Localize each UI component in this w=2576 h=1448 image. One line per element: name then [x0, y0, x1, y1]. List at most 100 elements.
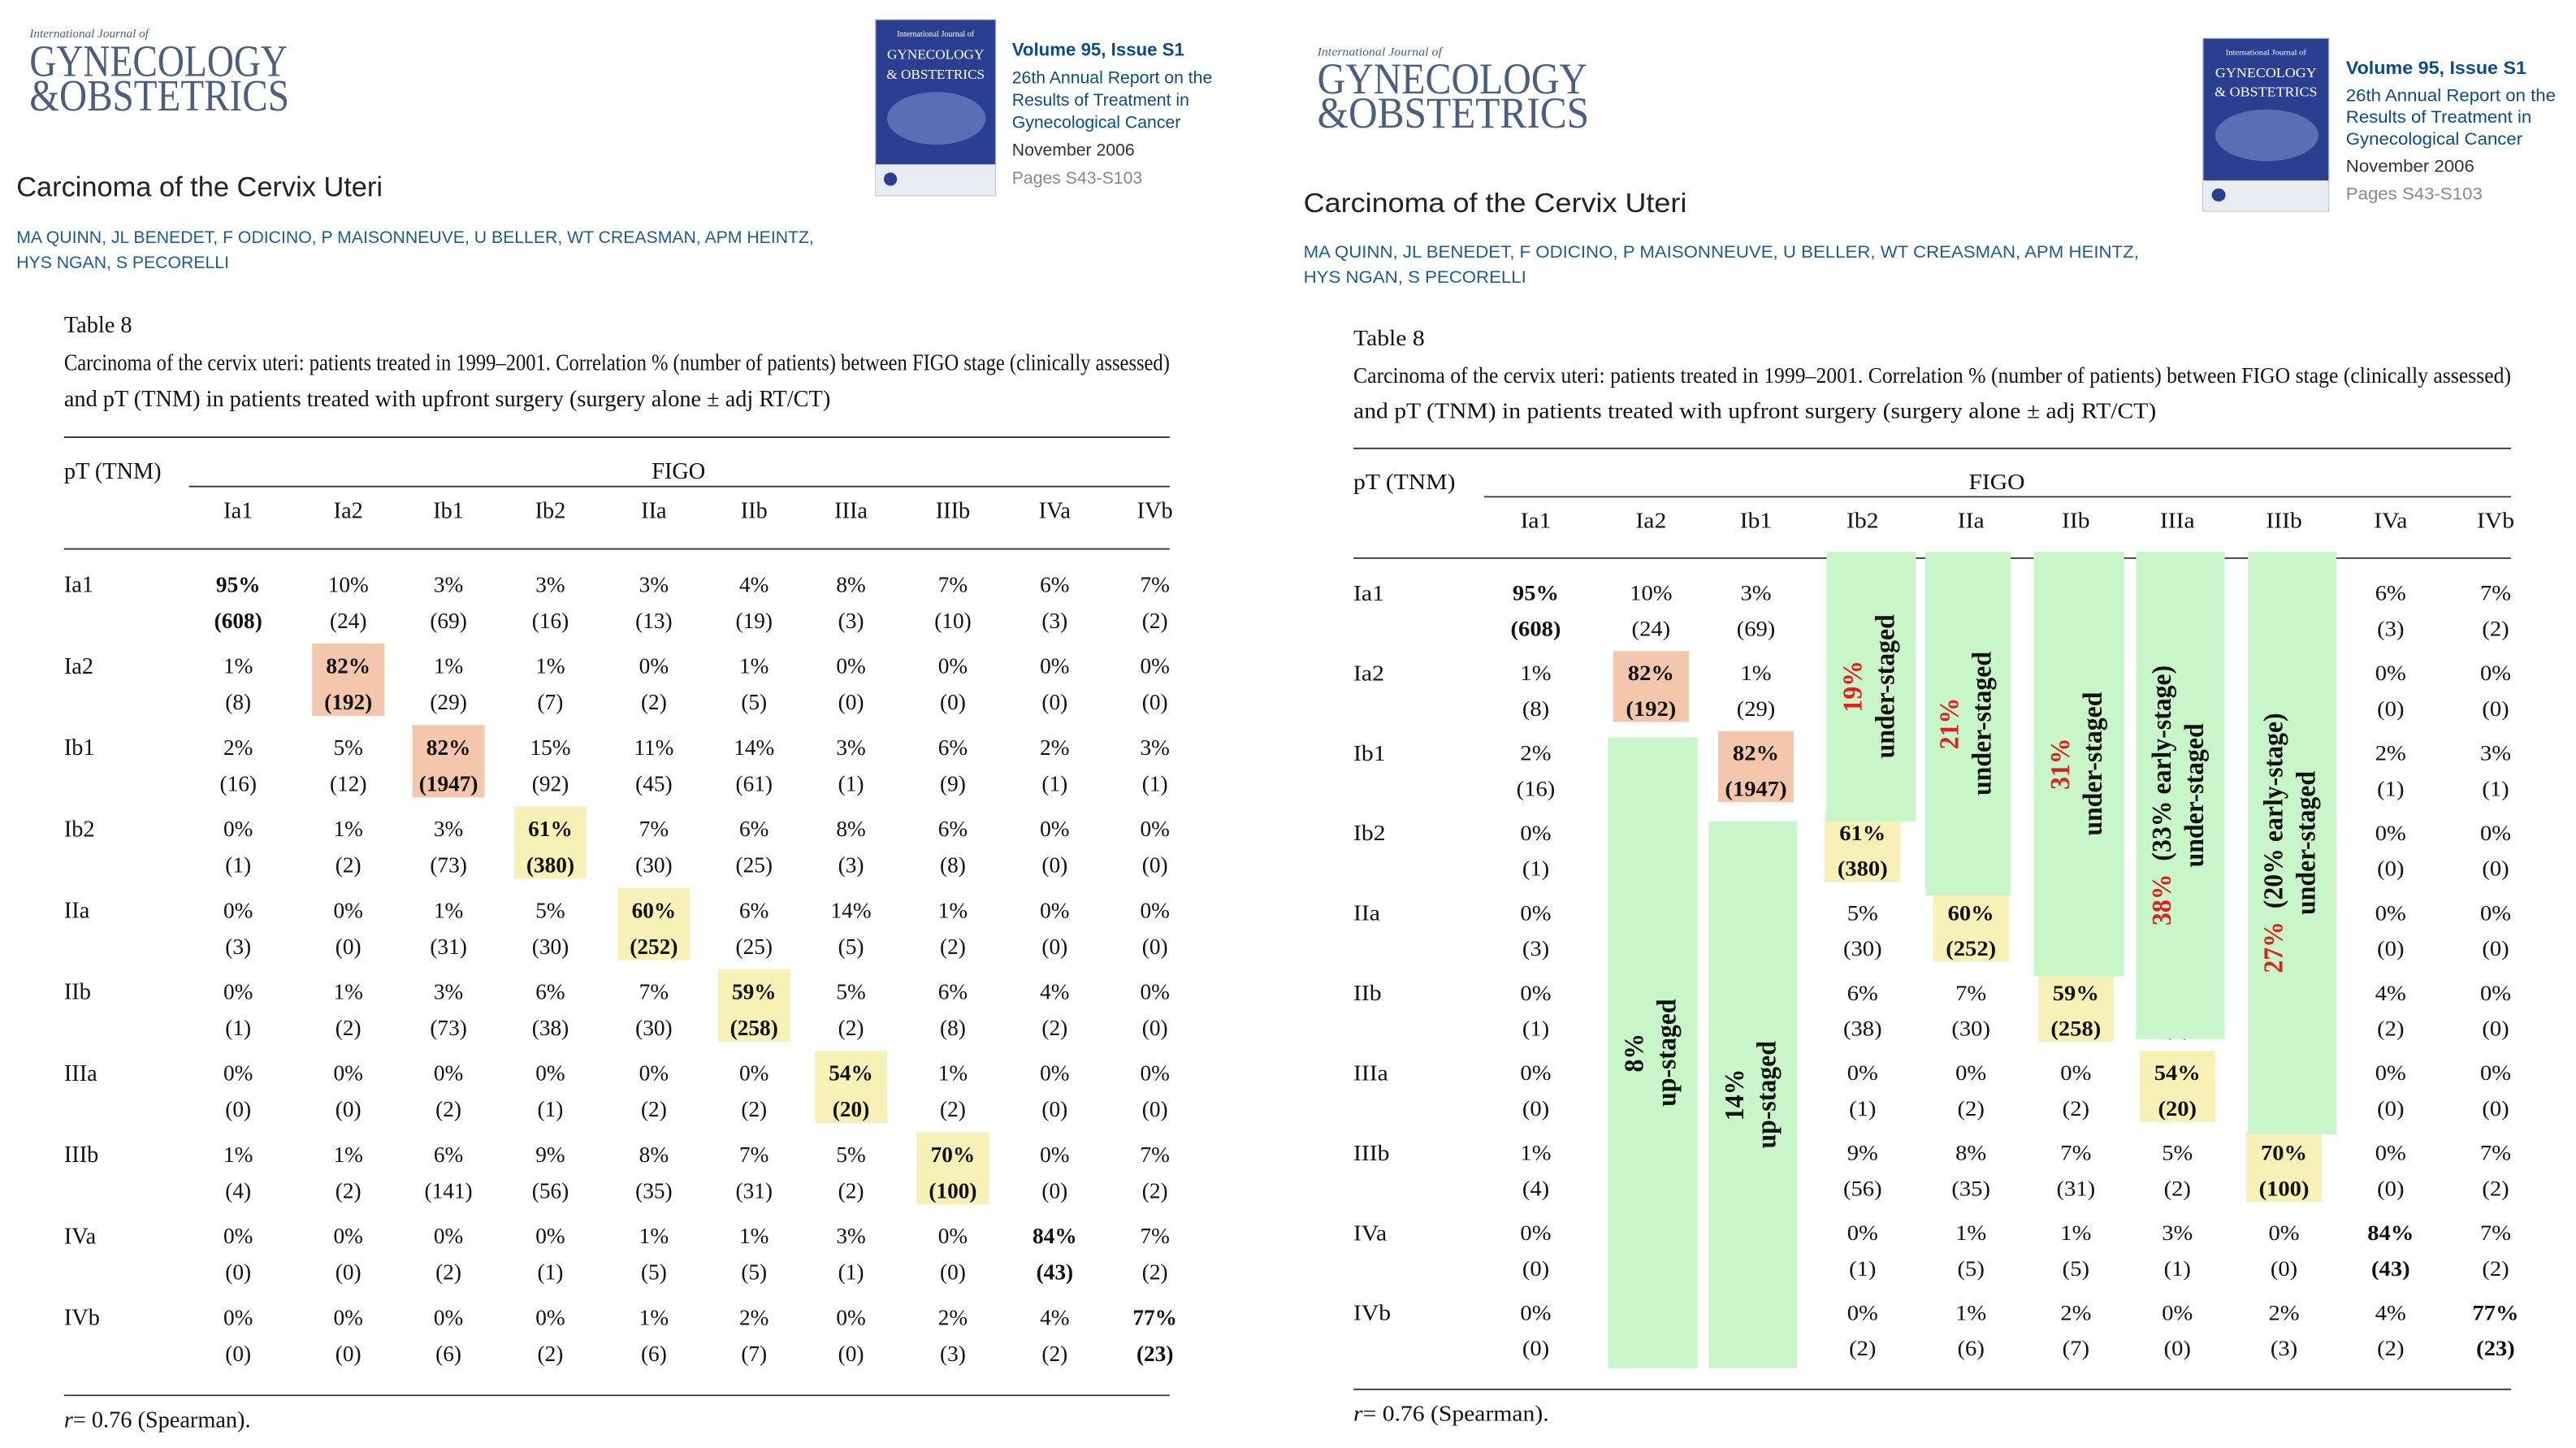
cell-percent: 77%: [1132, 1305, 1177, 1329]
cell-count: (2): [2063, 1096, 2089, 1121]
cell-percent: 7%: [739, 1142, 768, 1167]
cell-count: (2): [336, 853, 362, 878]
cover-title: GYNECOLOGY: [887, 47, 984, 63]
cell-count: (3): [2271, 1336, 2297, 1360]
cell-percent: 0%: [1040, 1061, 1069, 1086]
cell-percent: 0%: [535, 1224, 565, 1248]
cell-percent: 82%: [1733, 740, 1779, 765]
row-label: Ia1: [1353, 581, 1384, 606]
cell-percent: 0%: [1040, 817, 1069, 841]
cell-count: (252): [1946, 936, 1996, 960]
cell-percent: 0%: [1140, 898, 1169, 922]
annotation-box: [2033, 551, 2124, 977]
row-label: Ia2: [64, 654, 93, 679]
cell-percent: 14%: [734, 735, 774, 760]
annotation-value-line: 21%: [1934, 698, 1964, 750]
cell-count: (31): [2057, 1176, 2096, 1200]
cell-percent: 0%: [2480, 661, 2511, 685]
cell-count: (12): [330, 771, 366, 796]
cell-count: (8): [940, 853, 966, 878]
row-label: Ia2: [1353, 661, 1384, 686]
annotation-text: under-staged: [2180, 723, 2210, 867]
table-footnote: r= 0.76 (Spearman).: [64, 1407, 251, 1433]
cell-percent: 7%: [1140, 1224, 1169, 1248]
cell-percent: 0%: [1847, 1060, 1878, 1085]
journal-name: &OBSTETRICS: [1318, 89, 1590, 137]
cell-count: (0): [2271, 1256, 2297, 1281]
cell-count: (192): [1626, 696, 1676, 721]
cell-count: (0): [2377, 1176, 2404, 1200]
cell-percent: 0%: [2162, 1300, 2193, 1324]
cell-percent: 4%: [1040, 979, 1069, 1004]
issue-report: 26th Annual Report on the: [2346, 85, 2556, 105]
cell-count: (0): [2482, 936, 2509, 960]
annotation-note: (33% early-stage): [2147, 665, 2177, 861]
cell-percent: 3%: [434, 572, 463, 596]
cell-percent: 0%: [334, 1224, 363, 1248]
cell-count: (0): [2377, 936, 2404, 960]
cell-percent: 0%: [434, 1305, 463, 1329]
issue-report: Results of Treatment in: [2346, 107, 2532, 127]
cell-count: (2): [538, 1342, 564, 1366]
row-label: IIa: [64, 899, 90, 924]
cell-percent: 2%: [223, 735, 253, 760]
column-header: IIIb: [2266, 508, 2301, 533]
cell-count: (380): [1838, 856, 1888, 880]
cell-percent: 0%: [2375, 900, 2406, 925]
cell-count: (5): [1958, 1256, 1985, 1281]
cell-percent: 1%: [1740, 661, 1771, 685]
cell-percent: 7%: [2060, 1140, 2091, 1164]
journal-name: GYNECOLOGY: [29, 36, 288, 85]
cell-count: (2): [1142, 1260, 1168, 1285]
cell-percent: 0%: [1140, 654, 1169, 678]
cover-title: & OBSTETRICS: [886, 67, 985, 82]
cell-count: (0): [336, 1097, 362, 1121]
cell-count: (29): [1737, 696, 1776, 721]
cell-count: (2): [336, 1178, 362, 1203]
cell-highlight: [815, 1051, 888, 1124]
cell-count: (7): [538, 690, 564, 714]
cell-highlight: [2139, 1051, 2215, 1122]
cell-percent: 0%: [1520, 1300, 1551, 1324]
cell-percent: 0%: [2269, 1220, 2300, 1245]
cell-highlight: [2245, 1130, 2323, 1203]
cell-count: (0): [1522, 1096, 1549, 1121]
cell-count: (100): [2259, 1176, 2310, 1200]
cell-count: (30): [532, 934, 569, 959]
cell-count: (0): [1522, 1336, 1549, 1360]
cell-percent: 61%: [528, 817, 573, 841]
cell-highlight: [916, 1132, 989, 1205]
cell-count: (1): [1849, 1256, 1876, 1281]
cell-count: (2): [1849, 1336, 1876, 1360]
column-group: FIGO: [1968, 470, 2024, 495]
cell-count: (258): [730, 1016, 778, 1040]
annotation-value: 31%: [2046, 738, 2076, 790]
cell-count: (73): [430, 853, 466, 878]
cell-percent: 2%: [2060, 1300, 2091, 1324]
cell-count: (35): [635, 1178, 672, 1203]
annotation-box: [1826, 551, 1916, 822]
cell-percent: 3%: [434, 979, 463, 1004]
cell-count: (25): [736, 853, 773, 878]
cell-count: (8): [1522, 696, 1549, 721]
cell-percent: 1%: [739, 1224, 768, 1248]
cell-count: (0): [1041, 690, 1067, 714]
cell-percent: 3%: [1140, 735, 1169, 760]
cover-title: International Journal of: [2226, 49, 2307, 58]
cell-count: (3): [2377, 616, 2404, 640]
issue-report: Gynecological Cancer: [1012, 113, 1181, 132]
cover-logo: [2211, 189, 2226, 202]
journal-name: &OBSTETRICS: [29, 71, 289, 120]
annotation-text: up-staged: [1752, 1041, 1782, 1148]
issue-date: November 2006: [1012, 141, 1135, 160]
article-authors: MA QUINN, JL BENEDET, F ODICINO, P MAISO…: [16, 228, 814, 247]
cell-count: (3): [1041, 609, 1067, 633]
cell-count: (2): [641, 1097, 667, 1121]
column-header: Ia1: [1521, 508, 1552, 533]
cell-percent: 60%: [632, 898, 677, 922]
cell-percent: 0%: [1140, 817, 1169, 841]
cell-count: (192): [324, 690, 372, 714]
cell-count: (30): [1951, 1016, 1990, 1040]
article-authors: HYS NGAN, S PECORELLI: [1304, 267, 1526, 286]
